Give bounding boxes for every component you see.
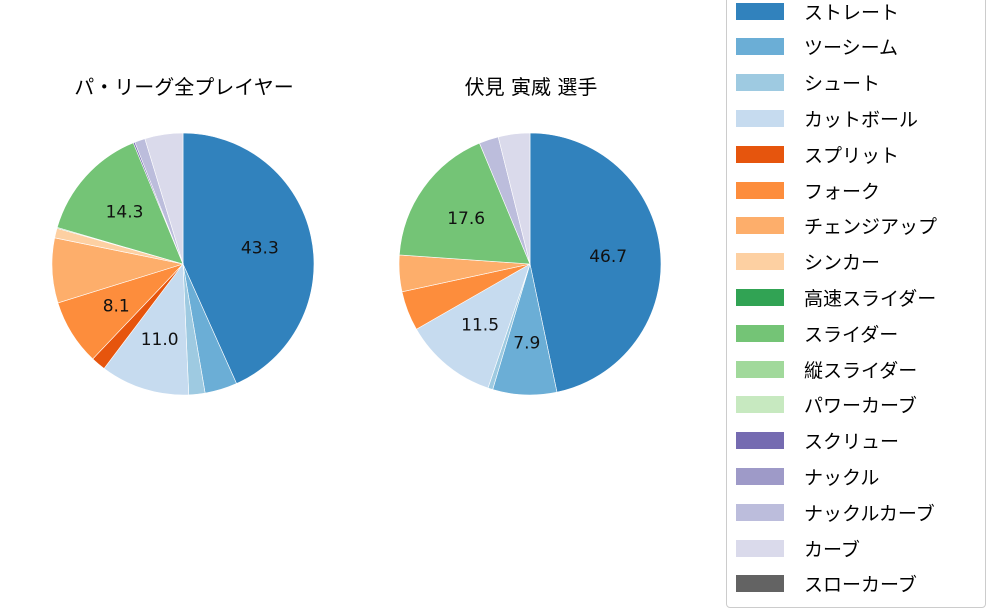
legend-item: スライダー <box>736 315 898 351</box>
legend-label: パワーカーブ <box>804 395 917 418</box>
pie-slice <box>182 132 315 384</box>
legend-item: ストレート <box>736 0 899 29</box>
legend-label: カットボール <box>804 108 919 131</box>
legend: ストレートツーシームシュートカットボール スプリットフォークチェンジアップ シンカー… <box>726 0 986 608</box>
legend-swatch <box>736 181 784 199</box>
legend-item: 縦スライダー <box>736 351 917 387</box>
legend-label: スクリュー <box>804 431 900 454</box>
legend-label: カーブ <box>804 538 860 561</box>
slice-value-label: 7.9 <box>513 334 540 354</box>
legend-item: チェンジアップ <box>736 208 937 244</box>
legend-swatch <box>736 145 784 163</box>
pie-slice <box>529 132 662 393</box>
slice-value-label: 11.5 <box>461 316 499 336</box>
legend-swatch <box>736 432 784 450</box>
legend-swatch <box>736 38 784 56</box>
pie-slice <box>103 263 190 396</box>
legend-label: シュート <box>804 73 881 96</box>
legend-label: ストレート <box>804 1 900 24</box>
legend-item: スクリュー <box>736 423 899 459</box>
legend-label: ナックルカーブ <box>804 502 935 525</box>
pie-slice <box>416 263 531 389</box>
legend-item: シンカー <box>736 244 880 280</box>
league-pie-chart: 43.3 11.0 8.1 14.3 <box>51 132 315 396</box>
player-pie-chart: 46.7 7.9 11.5 17.6 <box>398 132 662 396</box>
legend-item: カットボール <box>736 100 918 136</box>
legend-swatch <box>736 217 784 235</box>
legend-swatch <box>736 74 784 92</box>
legend-item: シュート <box>736 65 880 101</box>
legend-item: フォーク <box>736 172 880 208</box>
legend-swatch <box>736 575 784 593</box>
legend-swatch <box>736 109 784 127</box>
slice-value-label: 8.1 <box>103 296 130 316</box>
legend-label: 高速スライダー <box>804 287 937 310</box>
legend-label: 縦スライダー <box>804 359 918 382</box>
legend-label: チェンジアップ <box>804 216 938 239</box>
legend-item: カーブ <box>736 530 860 566</box>
slice-value-label: 46.7 <box>589 247 627 267</box>
legend-label: シンカー <box>804 252 881 275</box>
slice-value-label: 17.6 <box>447 209 485 229</box>
legend-label: スローカーブ <box>804 574 917 597</box>
legend-label: フォーク <box>804 180 881 203</box>
legend-item: ナックルカーブ <box>736 494 935 530</box>
legend-item: スプリット <box>736 136 899 172</box>
legend-swatch <box>736 360 784 378</box>
legend-swatch <box>736 324 784 342</box>
pie-slice <box>497 132 531 265</box>
slice-value-label: 14.3 <box>106 202 144 222</box>
left-chart-title: パ・リーグ全プレイヤー <box>74 75 294 99</box>
right-chart-title: 伏見 寅威 選手 <box>464 75 598 99</box>
legend-label: ナックル <box>804 466 880 489</box>
pie-slice <box>398 142 531 265</box>
legend-item: ナックル <box>736 458 879 494</box>
legend-swatch <box>736 539 784 557</box>
slice-value-label: 43.3 <box>241 239 279 259</box>
legend-swatch <box>736 396 784 414</box>
legend-swatch <box>736 467 784 485</box>
pie-slice <box>56 142 184 265</box>
legend-item: 高速スライダー <box>736 279 936 315</box>
legend-item: スローカーブ <box>736 566 917 602</box>
legend-swatch <box>736 253 784 271</box>
legend-label: スプリット <box>804 144 900 167</box>
pie-slice <box>144 132 184 265</box>
legend-swatch <box>736 288 784 306</box>
legend-item: パワーカーブ <box>736 387 917 423</box>
legend-item: ツーシーム <box>736 29 898 65</box>
legend-swatch <box>736 503 784 521</box>
legend-swatch <box>736 2 784 20</box>
slice-value-label: 11.0 <box>141 330 179 350</box>
legend-label: スライダー <box>804 323 899 346</box>
legend-label: ツーシーム <box>804 37 899 60</box>
